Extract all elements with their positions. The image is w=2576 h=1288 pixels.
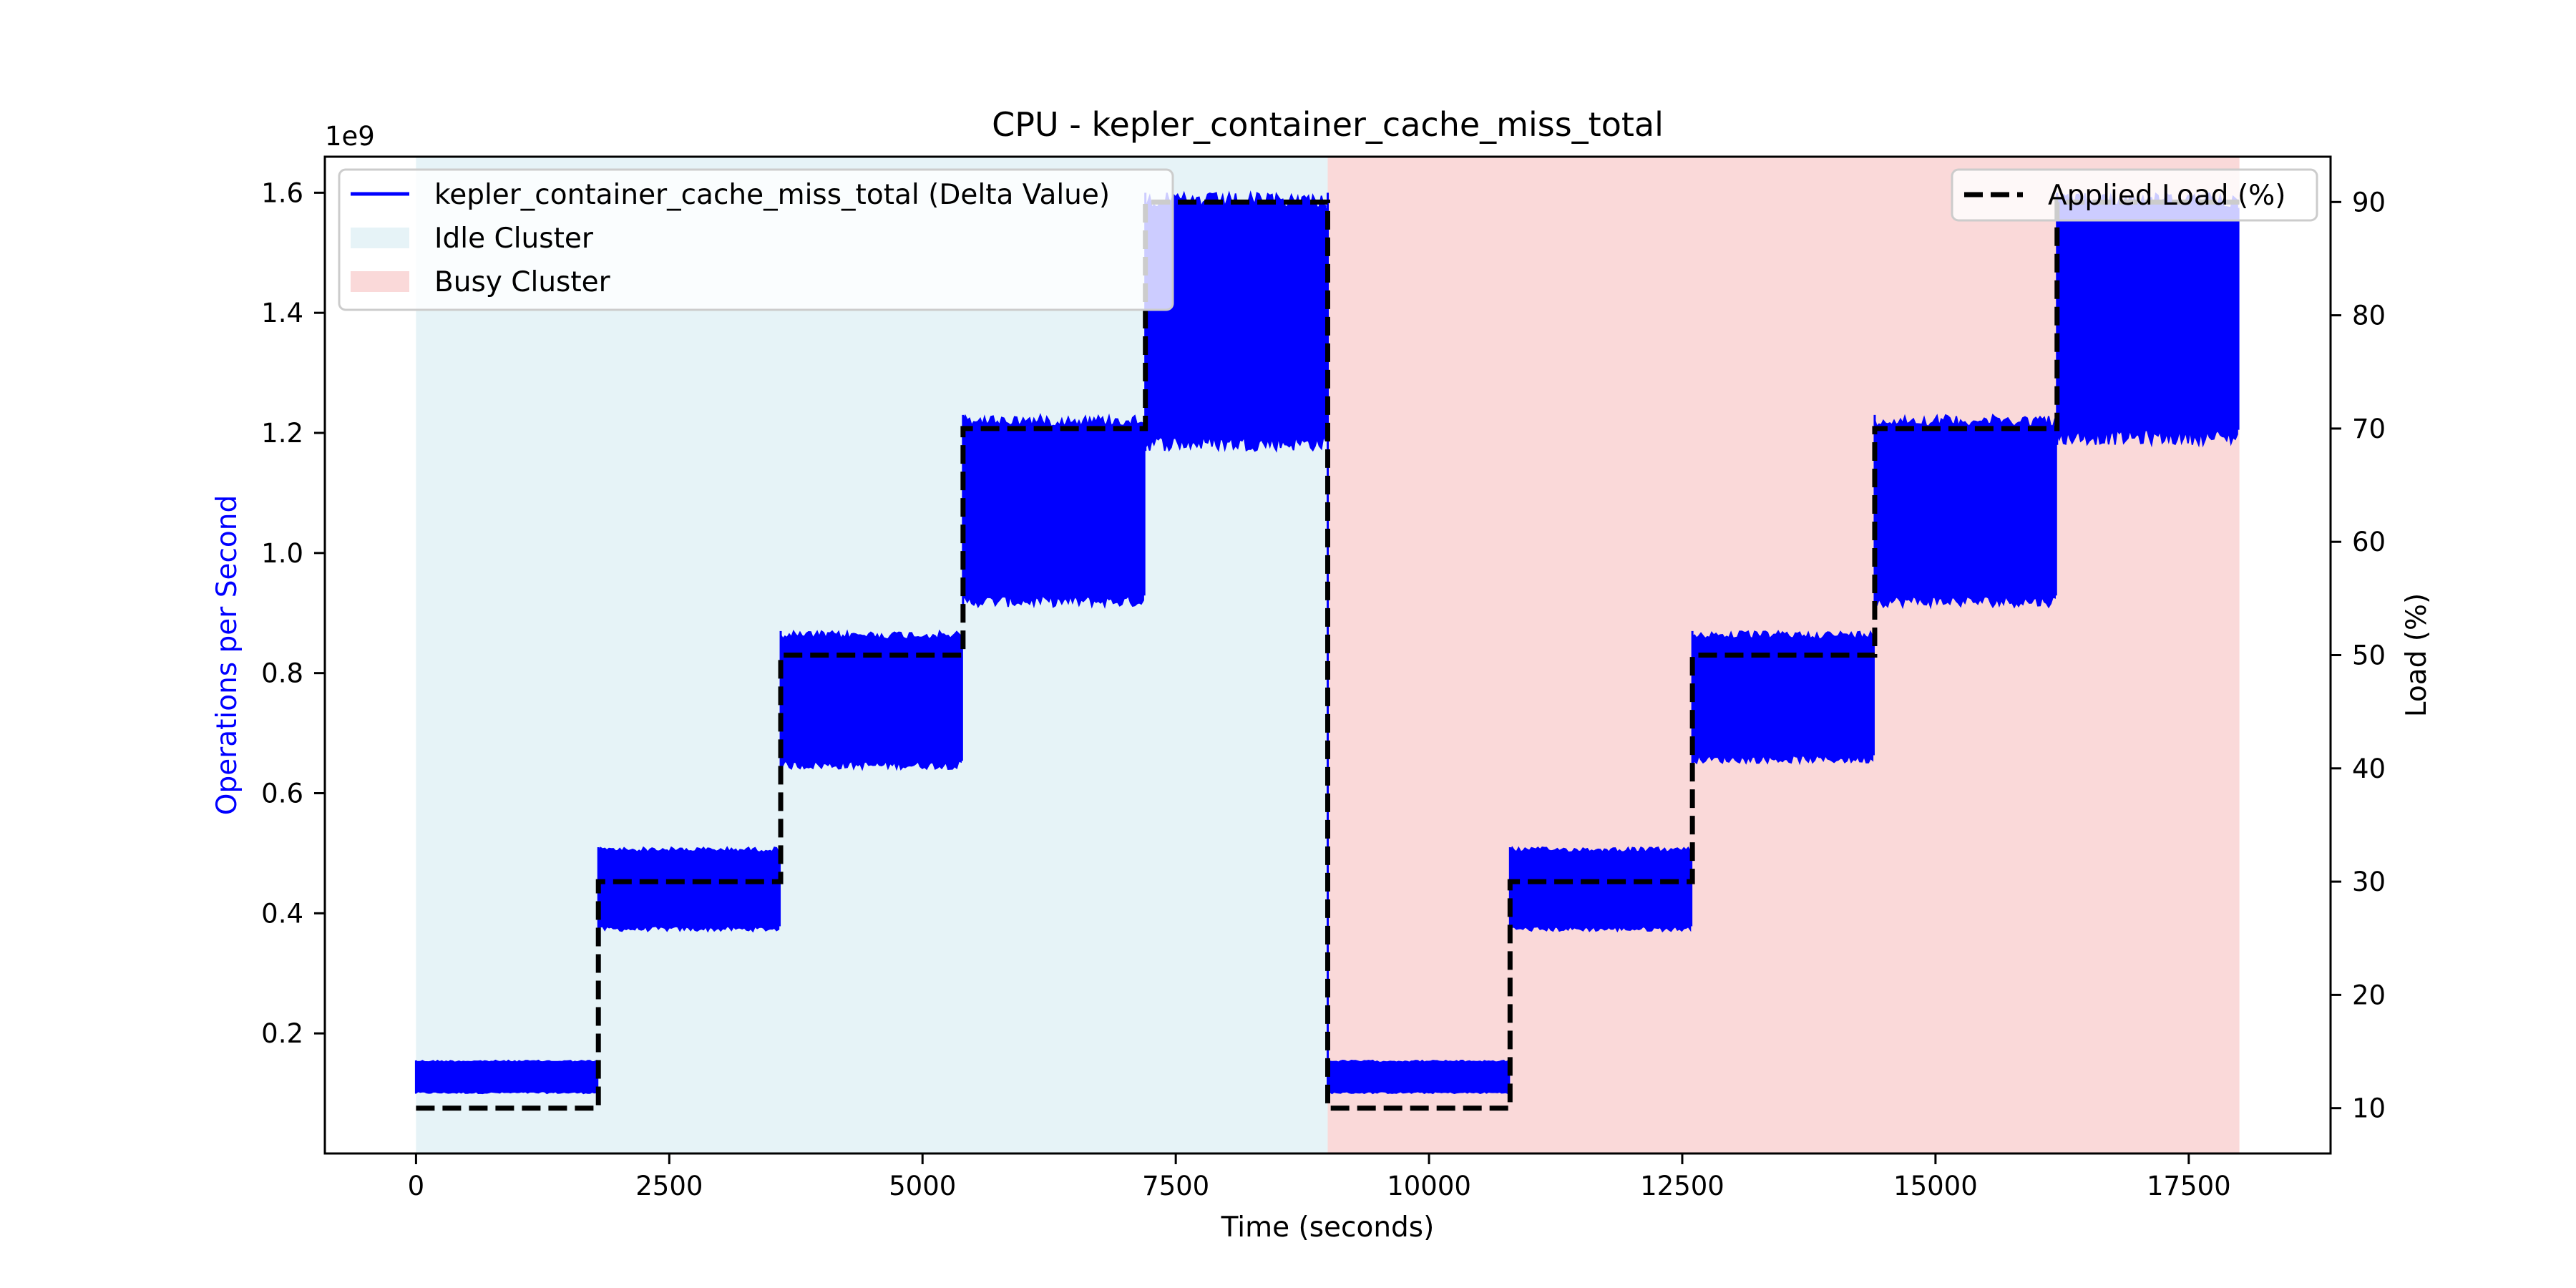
x-tick-label: 7500 [1142,1171,1209,1201]
series-band-edge [415,1059,597,1095]
y-tick-label: 0.6 [261,779,303,809]
series-cache-miss [414,190,2240,1095]
legend-patch-swatch [351,271,409,292]
legend-left: kepler_container_cache_miss_total (Delta… [338,168,1174,311]
legend-right-label: Applied Load (%) [2048,180,2285,212]
y-tick-label: 1.2 [261,418,303,449]
legend-right-box [1951,168,2318,222]
x-tick-label: 2500 [635,1171,703,1201]
y-axis-right: 10 20 30 40 50 60 70 80 90 [2331,187,2386,1124]
x-tick-label: 12500 [1640,1171,1724,1201]
y-tick-label: 0.2 [261,1018,303,1049]
y2-tick-label: 90 [2352,187,2386,218]
legend-right: Applied Load (%) [1951,168,2318,222]
legend-left-label: kepler_container_cache_miss_total (Delta… [434,179,1110,211]
y-tick-label: 0.4 [261,898,303,929]
x-tick-label: 15000 [1893,1171,1978,1201]
y2-tick-label: 30 [2352,867,2386,897]
y-axis-label: Operations per Second [211,495,243,816]
y2-tick-label: 20 [2352,980,2386,1010]
legend-left-label: Busy Cluster [434,266,611,298]
series-band-edge [2056,192,2238,448]
y2-tick-label: 10 [2352,1093,2386,1124]
series-band-edge [1874,414,2056,610]
series-band-edge [1327,1059,1509,1095]
y-tick-label: 1.4 [261,298,303,328]
y2-tick-label: 70 [2352,414,2386,444]
y-axis-left: 0.2 0.4 0.6 0.8 1.0 1.2 1.4 1.6 [261,177,325,1049]
y-tick-label: 1.0 [261,538,303,569]
y2-tick-label: 80 [2352,301,2386,331]
x-axis: 0 2500 5000 7500 10000 12500 15000 17500 [408,1153,2231,1201]
legend-left-label: Idle Cluster [434,223,594,255]
series-band-edge [1509,846,1692,933]
series-band-edge [1692,630,1874,766]
x-tick-label: 0 [408,1171,425,1201]
series-band-edge [597,846,780,933]
y-axis-offset-text: 1e9 [325,121,375,152]
series-band-edge [962,413,1144,609]
x-tick-label: 10000 [1387,1171,1471,1201]
x-tick-label: 17500 [2147,1171,2231,1201]
x-axis-label: Time (seconds) [1221,1211,1435,1244]
series-band-edge [780,629,962,771]
y-tick-label: 0.8 [261,658,303,689]
y-tick-label: 1.6 [261,177,303,208]
chart-title: CPU - kepler_container_cache_miss_total [992,105,1664,144]
legend-left-box [338,168,1174,311]
y2-tick-label: 50 [2352,640,2386,671]
legend-patch-swatch [351,228,409,248]
x-tick-label: 5000 [889,1171,956,1201]
y2-tick-label: 60 [2352,527,2386,557]
y2-tick-label: 40 [2352,753,2386,784]
y2-axis-label: Load (%) [2401,593,2433,717]
